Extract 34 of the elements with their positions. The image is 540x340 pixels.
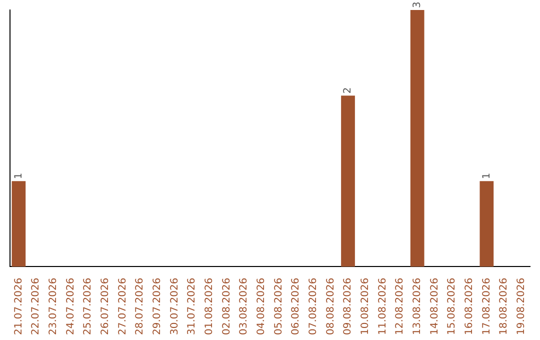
x-tick-label: 23.07.2026 xyxy=(48,278,59,336)
x-tick-label: 17.08.2026 xyxy=(481,278,492,336)
data-label: 3 xyxy=(412,2,423,8)
x-tick-label: 13.08.2026 xyxy=(412,278,423,336)
x-tick-label: 19.08.2026 xyxy=(516,278,527,336)
x-tick-label: 06.08.2026 xyxy=(290,278,302,336)
x-tick-label: 21.07.2026 xyxy=(13,278,24,336)
x-tick-label: 10.08.2026 xyxy=(360,278,371,336)
x-tick-label: 31.07.2026 xyxy=(186,278,198,336)
x-tick-label: 30.07.2026 xyxy=(169,278,180,336)
x-tick-label: 05.08.2026 xyxy=(273,278,284,336)
data-label: 2 xyxy=(342,87,354,94)
x-tick-label: 24.07.2026 xyxy=(65,278,76,336)
x-tick-label: 11.08.2026 xyxy=(377,278,388,336)
x-tick-label: 18.08.2026 xyxy=(498,278,510,336)
x-tick-label: 07.08.2026 xyxy=(308,278,319,336)
x-tick-label: 04.08.2026 xyxy=(256,278,267,336)
data-label: 1 xyxy=(13,172,24,180)
x-tick-label: 27.07.2026 xyxy=(117,278,128,336)
x-tick-label: 29.07.2026 xyxy=(152,278,163,336)
x-tick-label: 28.07.2026 xyxy=(134,278,146,336)
x-tick-label: 25.07.2026 xyxy=(82,278,94,336)
x-tick-label: 22.07.2026 xyxy=(30,278,42,336)
data-label: 1 xyxy=(481,172,492,180)
x-tick-label: 12.08.2026 xyxy=(394,278,406,336)
x-tick-label: 01.08.2026 xyxy=(204,278,215,336)
x-tick-label: 15.08.2026 xyxy=(446,278,458,336)
x-tick-label: 26.07.2026 xyxy=(100,278,111,336)
x-tick-label: 08.08.2026 xyxy=(325,278,336,336)
x-tick-label: 09.08.2026 xyxy=(342,278,354,336)
x-tick-label: 16.08.2026 xyxy=(464,278,475,336)
x-tick-label: 14.08.2026 xyxy=(429,278,440,336)
x-tick-label: 03.08.2026 xyxy=(238,278,250,336)
x-tick-label: 02.08.2026 xyxy=(221,278,232,336)
